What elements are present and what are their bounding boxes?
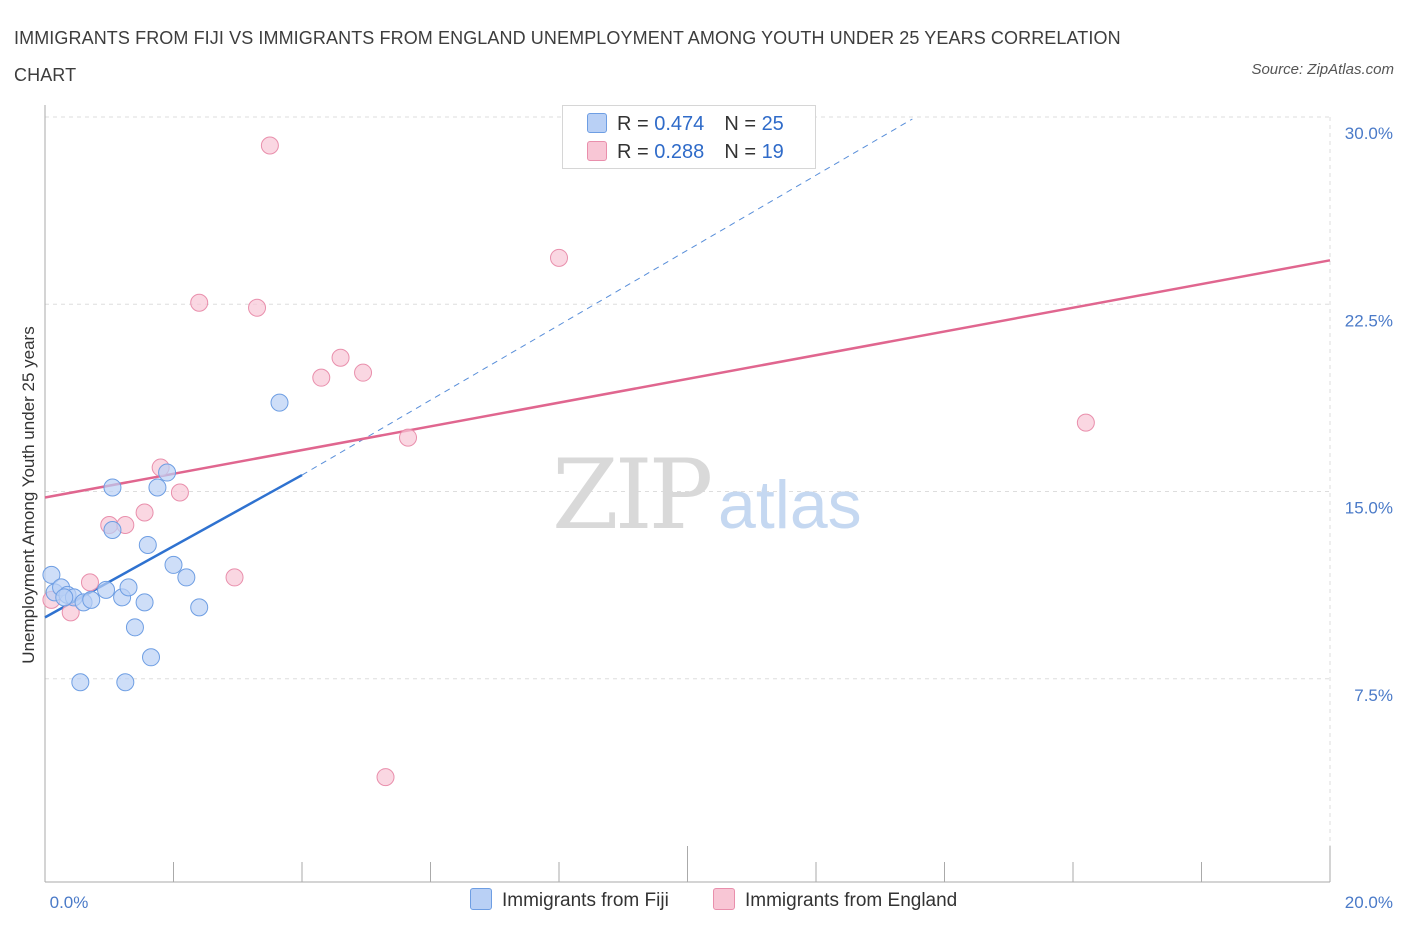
source-label: Source: ZipAtlas.com	[1251, 61, 1394, 78]
data-point-england	[354, 363, 373, 382]
data-point-england	[248, 298, 267, 317]
data-point-fiji	[158, 463, 177, 482]
legend-fiji-n-value: 25	[761, 113, 784, 135]
data-point-england	[170, 483, 189, 502]
watermark: ZIP atlas	[552, 439, 862, 551]
trend-line-fiji-extension	[301, 118, 913, 476]
y-tick-label: 22.5%	[1345, 311, 1393, 330]
watermark-zip: ZIP	[552, 439, 711, 551]
legend-england-n-label: N =	[724, 141, 762, 163]
watermark-atlas: atlas	[718, 467, 862, 543]
data-point-fiji	[190, 598, 209, 617]
data-point-england	[331, 348, 350, 367]
data-point-england	[550, 248, 568, 267]
y-tick-label: 7.5%	[1354, 686, 1393, 705]
data-points	[42, 136, 1095, 787]
x-tick-label: 20.0%	[1345, 893, 1393, 912]
data-point-fiji	[119, 578, 138, 597]
series-legend-fiji-swatch	[470, 888, 492, 910]
series-legend-fiji-label: Immigrants from Fiji	[502, 890, 669, 911]
series-legend-england-label: Immigrants from England	[745, 890, 958, 911]
data-point-england	[190, 293, 209, 312]
data-point-england	[80, 573, 99, 592]
legend-fiji-n-label: N =	[724, 113, 762, 135]
data-point-fiji	[97, 580, 116, 599]
data-point-england	[399, 428, 418, 447]
series-legend-england: Immigrants from England	[713, 888, 957, 912]
data-point-england	[260, 136, 279, 155]
data-point-fiji	[138, 535, 157, 554]
legend-row-fiji: R = 0.474 N = 25	[587, 113, 784, 137]
legend-fiji-r-value: 0.474	[654, 113, 705, 135]
y-tick-label: 15.0%	[1345, 499, 1393, 518]
tick-labels: 7.5% 15.0% 22.5% 30.0% 0.0% 20.0%	[50, 124, 1393, 912]
data-point-england	[135, 503, 154, 522]
data-point-england	[376, 768, 395, 787]
legend-england-r-label: R =	[617, 141, 655, 163]
chart-title: IMMIGRANTS FROM FIJI VS IMMIGRANTS FROM …	[14, 28, 1121, 85]
data-point-fiji	[103, 520, 122, 539]
series-legend-fiji: Immigrants from Fiji	[470, 888, 669, 912]
data-point-fiji	[55, 588, 74, 607]
y-tick-label: 30.0%	[1345, 124, 1393, 143]
legend-row-england: R = 0.288 N = 19	[587, 141, 784, 165]
legend-swatch-england	[587, 141, 607, 161]
legend-swatch-fiji	[587, 113, 607, 133]
data-point-fiji	[148, 478, 167, 497]
data-point-england	[225, 568, 244, 587]
data-point-fiji	[135, 593, 154, 612]
legend-england-r-value: 0.288	[654, 141, 705, 163]
series-legend-england-swatch	[713, 888, 735, 910]
correlation-legend: R = 0.474 N = 25 R = 0.288 N = 19	[562, 105, 816, 169]
data-point-fiji	[177, 568, 196, 587]
data-point-fiji	[71, 673, 90, 692]
y-axis-label: Unemployment Among Youth under 25 years	[19, 326, 38, 663]
data-point-fiji	[164, 555, 183, 574]
data-point-fiji	[42, 565, 61, 584]
trend-line-england	[44, 259, 1331, 499]
data-point-fiji	[116, 673, 135, 692]
data-point-england	[312, 368, 331, 387]
data-point-fiji	[103, 478, 122, 497]
data-point-england	[1076, 413, 1095, 432]
legend-fiji-r-label: R =	[617, 113, 655, 135]
data-point-fiji	[270, 393, 289, 412]
data-point-fiji	[125, 618, 144, 637]
axes	[44, 105, 1331, 883]
data-point-fiji	[82, 590, 101, 609]
x-tick-label: 0.0%	[50, 893, 89, 912]
data-point-fiji	[142, 648, 161, 667]
legend-england-n-value: 19	[761, 141, 784, 163]
